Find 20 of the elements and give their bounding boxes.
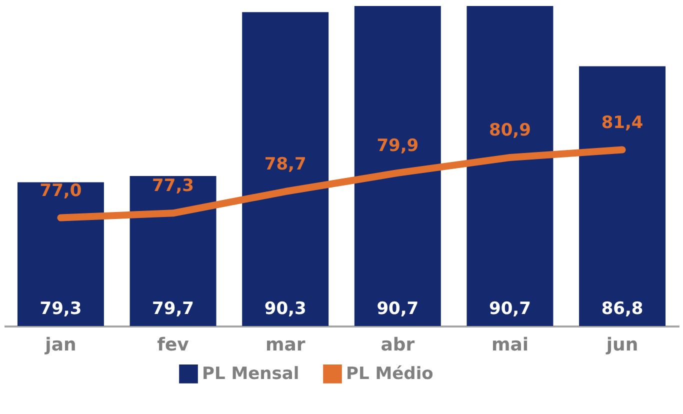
data-label: 77,3 [152,176,194,196]
data-label: 90,7 [488,299,531,319]
x-tick-label: abr [380,334,415,356]
legend-label: PL Médio [346,364,434,384]
data-label: 77,0 [40,180,82,201]
x-tick-label: fev [157,334,190,356]
data-label: 79,7 [152,299,194,319]
x-tick-label: jan [44,334,76,356]
data-label: 90,7 [376,299,419,319]
x-tick-label: mar [265,334,306,356]
x-tick-label: jun [605,334,638,356]
data-label: 81,4 [601,112,644,133]
data-label: 79,3 [40,299,82,319]
data-label: 79,9 [376,136,419,156]
data-label: 78,7 [264,154,306,175]
data-label: 80,9 [488,120,531,140]
x-tick-label: mai [491,334,529,356]
data-label: 86,8 [601,299,644,319]
data-label: 90,3 [264,299,306,319]
legend-label: PL Mensal [202,364,300,384]
